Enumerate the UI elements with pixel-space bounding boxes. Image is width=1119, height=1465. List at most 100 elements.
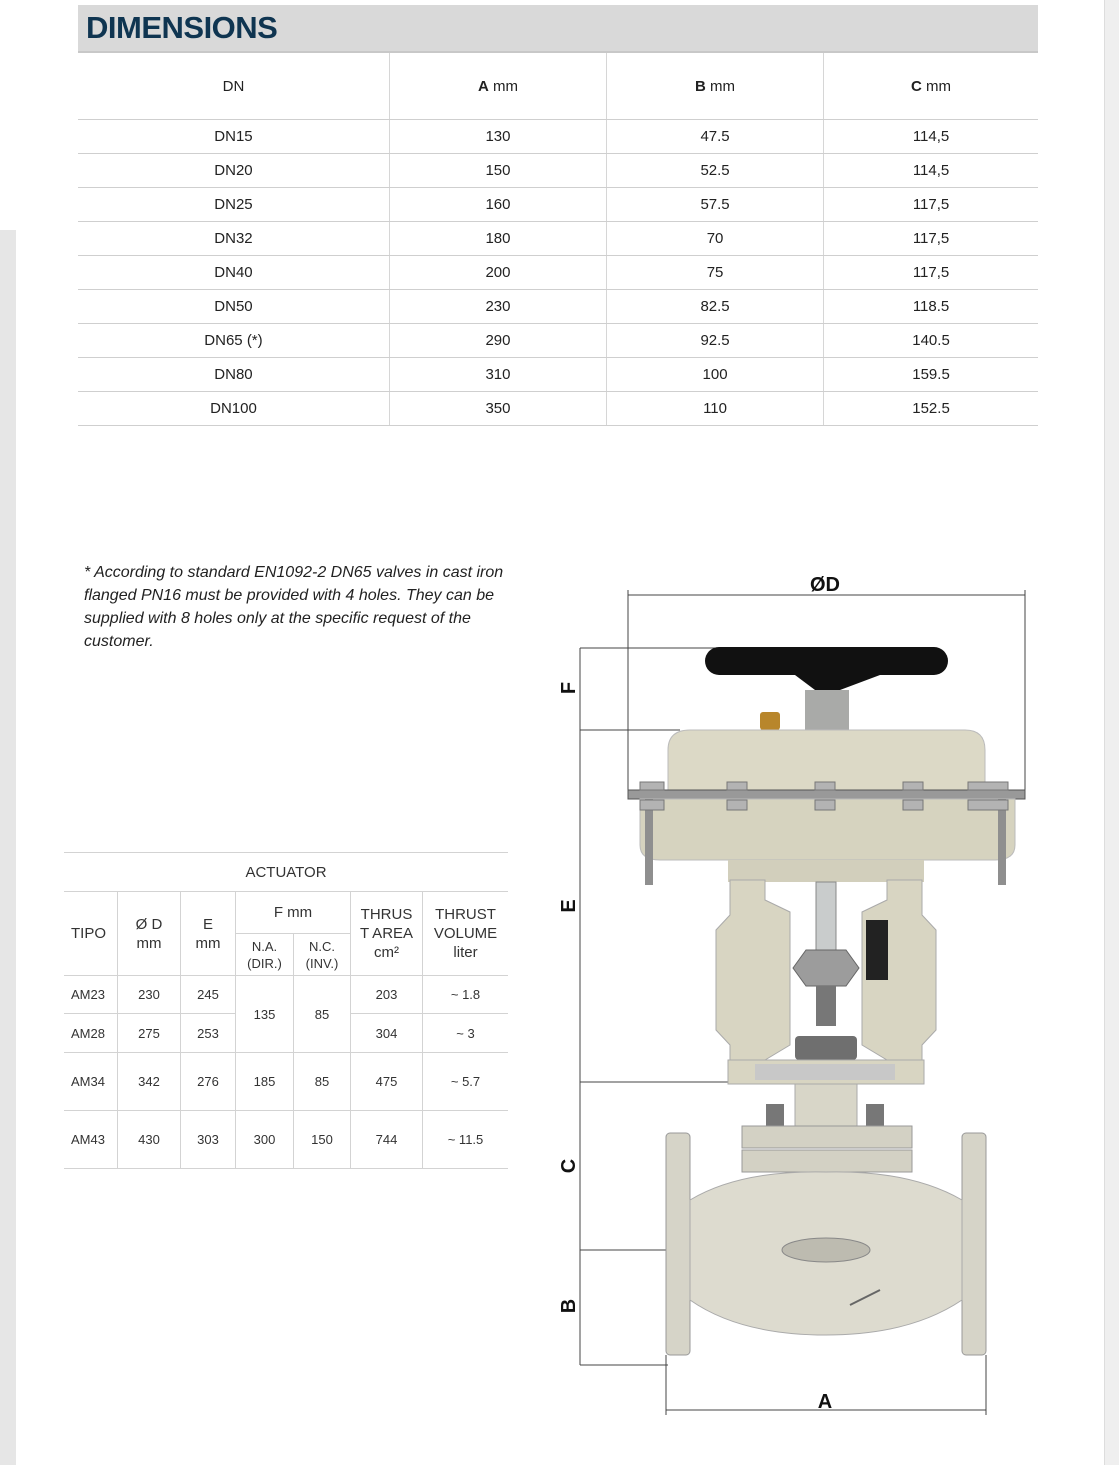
cell: 304: [350, 1013, 423, 1053]
cell: DN40: [78, 255, 390, 290]
cell: ~ 5.7: [422, 1052, 508, 1111]
cell: 275: [117, 1013, 181, 1053]
cell: 150: [293, 1110, 351, 1169]
cell: 203: [350, 975, 423, 1014]
actuator: [627, 729, 1026, 1085]
cell: 75: [606, 255, 824, 290]
col-tipo: TIPO: [64, 891, 118, 976]
section-header: DIMENSIONS: [78, 5, 1038, 53]
dimensions-table: DN A mm B mm C mm DN15 130 47.5 114,5 DN20 15…: [78, 53, 1038, 426]
cell: 350: [388, 391, 607, 426]
table-row: DN25 160 57.5 117,5: [78, 187, 1038, 222]
valve-body: [665, 1083, 987, 1356]
cell: 100: [606, 357, 824, 392]
cell: 159.5: [823, 357, 1038, 392]
cell: 475: [350, 1052, 423, 1111]
cell: ~ 1.8: [422, 975, 508, 1014]
cell: 230: [388, 289, 607, 324]
dimension-lines: [579, 590, 1026, 1415]
cell: 117,5: [823, 221, 1038, 256]
col-thrust-area: THRUS T AREA cm²: [350, 891, 423, 976]
table-row: DN80 310 100 159.5: [78, 357, 1038, 392]
cell: 110: [606, 391, 824, 426]
cell: DN65 (*): [78, 323, 390, 358]
cell: 47.5: [606, 119, 824, 154]
cell: DN100: [78, 391, 390, 426]
cell: 290: [388, 323, 607, 358]
label-b: B: [558, 1299, 580, 1313]
cell: 160: [388, 187, 607, 222]
page-edge-left: [0, 230, 16, 1465]
label-e: E: [558, 899, 580, 912]
cell: 744: [350, 1110, 423, 1169]
scrollbar[interactable]: [1104, 0, 1119, 1465]
col-f-na: N.A. (DIR.): [235, 933, 294, 976]
cell: 185: [235, 1052, 294, 1111]
cell: 253: [180, 1013, 236, 1053]
label-c: C: [558, 1159, 580, 1173]
actuator-caption: ACTUATOR: [64, 852, 508, 892]
cell: DN80: [78, 357, 390, 392]
cell: AM28: [64, 1013, 118, 1053]
cell: 430: [117, 1110, 181, 1169]
col-b: B mm: [606, 53, 824, 120]
cell: 52.5: [606, 153, 824, 188]
cell: DN25: [78, 187, 390, 222]
cell: DN20: [78, 153, 390, 188]
table-row: AM43 430 303 300 150 744 ~ 11.5: [64, 1110, 508, 1169]
cell: 303: [180, 1110, 236, 1169]
table-row: DN15 130 47.5 114,5: [78, 119, 1038, 154]
cell: ~ 11.5: [422, 1110, 508, 1169]
label-f: F: [558, 682, 580, 694]
table-row: AM23 230 245 135 85 203 ~ 1.8: [64, 975, 508, 1053]
cell: 57.5: [606, 187, 824, 222]
cell: 117,5: [823, 255, 1038, 290]
cell: 70: [606, 221, 824, 256]
handwheel: [705, 647, 948, 732]
cell: 300: [235, 1110, 294, 1169]
table-row: DN40 200 75 117,5: [78, 255, 1038, 290]
cell: 117,5: [823, 187, 1038, 222]
col-dn: DN: [78, 53, 390, 120]
cell: 276: [180, 1052, 236, 1111]
label-d: ØD: [810, 574, 840, 596]
cell: 342: [117, 1052, 181, 1111]
table-row: DN20 150 52.5 114,5: [78, 153, 1038, 188]
table-row: DN50 230 82.5 118.5: [78, 289, 1038, 324]
col-f: F mm: [235, 891, 351, 934]
cell: 82.5: [606, 289, 824, 324]
cell: 150: [388, 153, 607, 188]
cell: 230: [117, 975, 181, 1014]
cell: DN15: [78, 119, 390, 154]
cell: 200: [388, 255, 607, 290]
cell: 152.5: [823, 391, 1038, 426]
cell: ~ 3: [422, 1013, 508, 1053]
cell: 118.5: [823, 289, 1038, 324]
col-f-nc: N.C. (INV.): [293, 933, 351, 976]
cell: AM34: [64, 1052, 118, 1111]
cell: 114,5: [823, 119, 1038, 154]
cell: 114,5: [823, 153, 1038, 188]
cell: 85: [293, 975, 351, 1053]
page-title: DIMENSIONS: [86, 10, 278, 45]
cell: DN32: [78, 221, 390, 256]
cell: 310: [388, 357, 607, 392]
cell: 92.5: [606, 323, 824, 358]
valve-drawing: ØD A F E C B: [558, 574, 1026, 1415]
label-a: A: [818, 1391, 832, 1413]
cell: AM43: [64, 1110, 118, 1169]
table-row: DN32 180 70 117,5: [78, 221, 1038, 256]
cell: 180: [388, 221, 607, 256]
cell: 140.5: [823, 323, 1038, 358]
cell: AM23: [64, 975, 118, 1014]
cell: 245: [180, 975, 236, 1014]
cell: 135: [235, 975, 294, 1053]
table-row: DN100 350 110 152.5: [78, 391, 1038, 426]
table-row: AM34 342 276 185 85 475 ~ 5.7: [64, 1052, 508, 1111]
col-thrust-volume: THRUST VOLUME liter: [422, 891, 508, 976]
table-row: DN65 (*) 290 92.5 140.5: [78, 323, 1038, 358]
col-c: C mm: [823, 53, 1038, 120]
cell: 130: [388, 119, 607, 154]
